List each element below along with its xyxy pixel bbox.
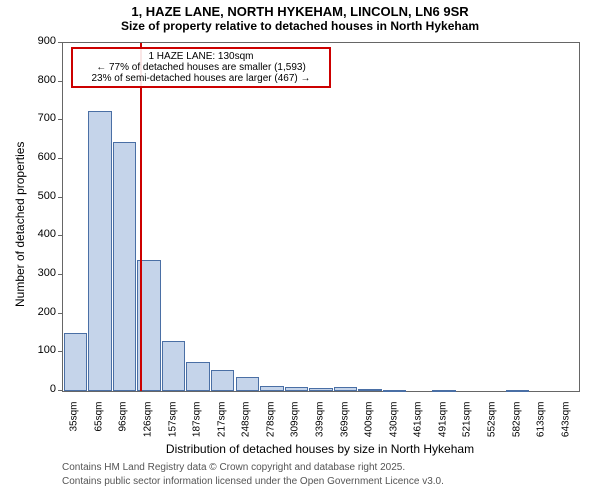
- x-tick-label: 157sqm: [167, 402, 178, 452]
- histogram-bar: [383, 390, 406, 392]
- histogram-bar: [260, 386, 283, 391]
- y-tick-mark: [58, 42, 62, 43]
- histogram-bar: [506, 390, 529, 392]
- histogram-bar: [285, 387, 308, 391]
- y-tick-label: 100: [28, 344, 56, 356]
- histogram-bar: [64, 333, 87, 391]
- chart-container: 1, HAZE LANE, NORTH HYKEHAM, LINCOLN, LN…: [0, 0, 600, 500]
- y-tick-mark: [58, 274, 62, 275]
- x-tick-label: 35sqm: [69, 402, 80, 452]
- y-tick-label: 0: [28, 383, 56, 395]
- y-tick-label: 400: [28, 228, 56, 240]
- attribution-line1: Contains HM Land Registry data © Crown c…: [62, 462, 405, 473]
- title-line2: Size of property relative to detached ho…: [0, 19, 600, 37]
- attribution-line2: Contains public sector information licen…: [62, 476, 444, 487]
- x-tick-label: 126sqm: [143, 402, 154, 452]
- y-tick-label: 600: [28, 151, 56, 163]
- y-tick-mark: [58, 351, 62, 352]
- x-tick-label: 400sqm: [364, 402, 375, 452]
- y-tick-label: 500: [28, 190, 56, 202]
- x-tick-label: 96sqm: [118, 402, 129, 452]
- histogram-bar: [236, 377, 259, 391]
- x-tick-label: 369sqm: [339, 402, 350, 452]
- y-tick-mark: [58, 158, 62, 159]
- x-tick-label: 552sqm: [487, 402, 498, 452]
- histogram-bar: [113, 142, 136, 391]
- y-tick-mark: [58, 119, 62, 120]
- y-tick-label: 200: [28, 306, 56, 318]
- x-tick-label: 461sqm: [413, 402, 424, 452]
- histogram-bar: [88, 111, 111, 391]
- y-tick-label: 700: [28, 112, 56, 124]
- y-tick-label: 800: [28, 74, 56, 86]
- x-tick-label: 491sqm: [437, 402, 448, 452]
- histogram-bar: [211, 370, 234, 391]
- histogram-bar: [309, 388, 332, 391]
- x-tick-label: 582sqm: [511, 402, 522, 452]
- annotation-line2: ← 77% of detached houses are smaller (1,…: [77, 62, 325, 73]
- x-tick-label: 309sqm: [290, 402, 301, 452]
- x-tick-label: 278sqm: [265, 402, 276, 452]
- x-tick-label: 521sqm: [462, 402, 473, 452]
- x-tick-label: 430sqm: [388, 402, 399, 452]
- annotation-line1: 1 HAZE LANE: 130sqm: [77, 51, 325, 62]
- x-tick-label: 187sqm: [192, 402, 203, 452]
- annotation-line3: 23% of semi-detached houses are larger (…: [77, 73, 325, 84]
- y-tick-label: 300: [28, 267, 56, 279]
- x-tick-label: 339sqm: [315, 402, 326, 452]
- x-tick-label: 613sqm: [536, 402, 547, 452]
- title-line1: 1, HAZE LANE, NORTH HYKEHAM, LINCOLN, LN…: [0, 0, 600, 19]
- x-tick-label: 248sqm: [241, 402, 252, 452]
- y-tick-mark: [58, 81, 62, 82]
- histogram-bar: [186, 362, 209, 391]
- histogram-bar: [358, 389, 381, 391]
- y-axis-label: Number of detached properties: [13, 127, 27, 307]
- annotation-callout: 1 HAZE LANE: 130sqm← 77% of detached hou…: [71, 47, 331, 88]
- histogram-bar: [334, 387, 357, 391]
- histogram-bar: [162, 341, 185, 391]
- x-tick-label: 643sqm: [560, 402, 571, 452]
- y-tick-mark: [58, 235, 62, 236]
- y-tick-mark: [58, 390, 62, 391]
- y-tick-mark: [58, 313, 62, 314]
- histogram-bar: [432, 390, 455, 392]
- y-tick-mark: [58, 197, 62, 198]
- plot-area: 1 HAZE LANE: 130sqm← 77% of detached hou…: [62, 42, 580, 392]
- x-tick-label: 217sqm: [216, 402, 227, 452]
- property-marker-line: [140, 43, 142, 391]
- y-tick-label: 900: [28, 35, 56, 47]
- x-tick-label: 65sqm: [93, 402, 104, 452]
